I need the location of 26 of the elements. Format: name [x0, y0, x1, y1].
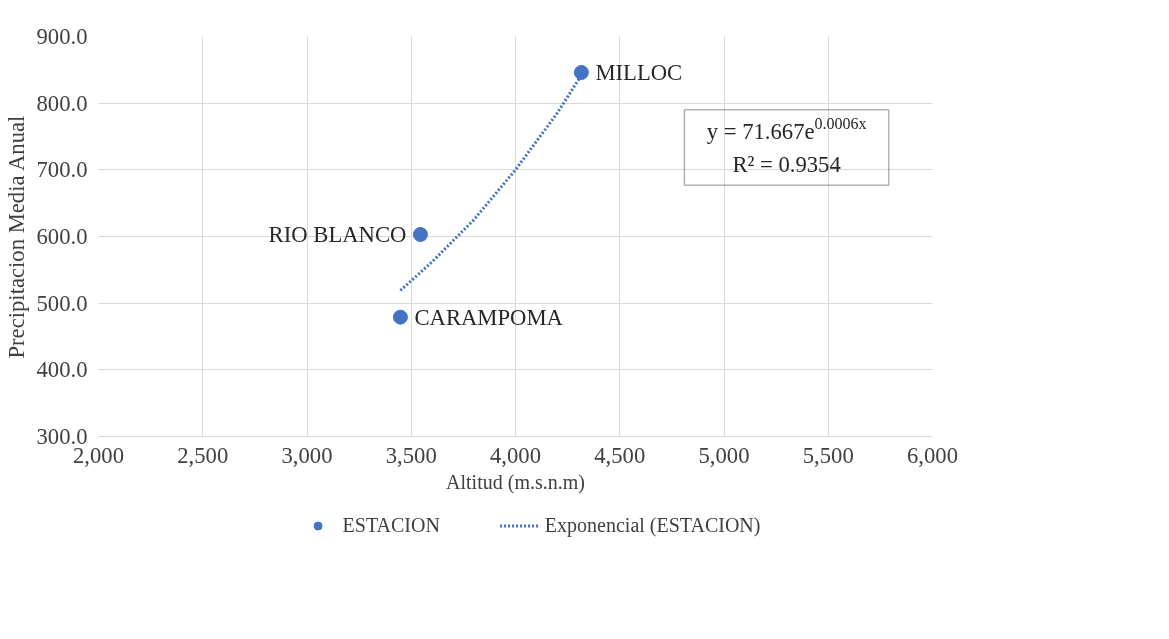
point [392, 309, 408, 325]
x-tick-label: 4,000 [490, 442, 541, 468]
x-tick-label: 5,000 [698, 442, 750, 468]
x-tick-label: 4,500 [594, 442, 646, 468]
y-tick-label: 300.0 [36, 424, 88, 449]
legend-label: Exponencial (ESTACION) [544, 513, 761, 537]
point [573, 65, 589, 80]
y-tick-label: 800.0 [36, 90, 88, 116]
x-tick-label: 2,500 [177, 442, 229, 468]
y-tick-label: 600.0 [36, 224, 88, 249]
x-tick-label: 3,000 [281, 442, 333, 468]
annotation: R² = 0.9354 [732, 152, 841, 177]
y-axis-title: Precipitacion Media Anual [3, 115, 29, 359]
annotation: CARAMPOMA [414, 304, 564, 330]
annotation: RIO BLANCO [268, 222, 407, 247]
annotation: MILLOC [595, 60, 683, 85]
y-tick-label: 700.0 [36, 157, 88, 183]
x-tick-label: 5,500 [802, 442, 854, 468]
y-tick-label: 900.0 [36, 24, 88, 49]
legend-label: ESTACION [342, 513, 440, 537]
x-axis-title: Altitud (m.s.n.m) [446, 470, 585, 494]
y-tick-label: 400.0 [36, 357, 88, 383]
point [412, 227, 428, 242]
x-tick-label: 3,500 [385, 442, 437, 468]
y-tick-label: 500.0 [36, 290, 88, 316]
x-tick-label: 6,000 [907, 442, 958, 468]
